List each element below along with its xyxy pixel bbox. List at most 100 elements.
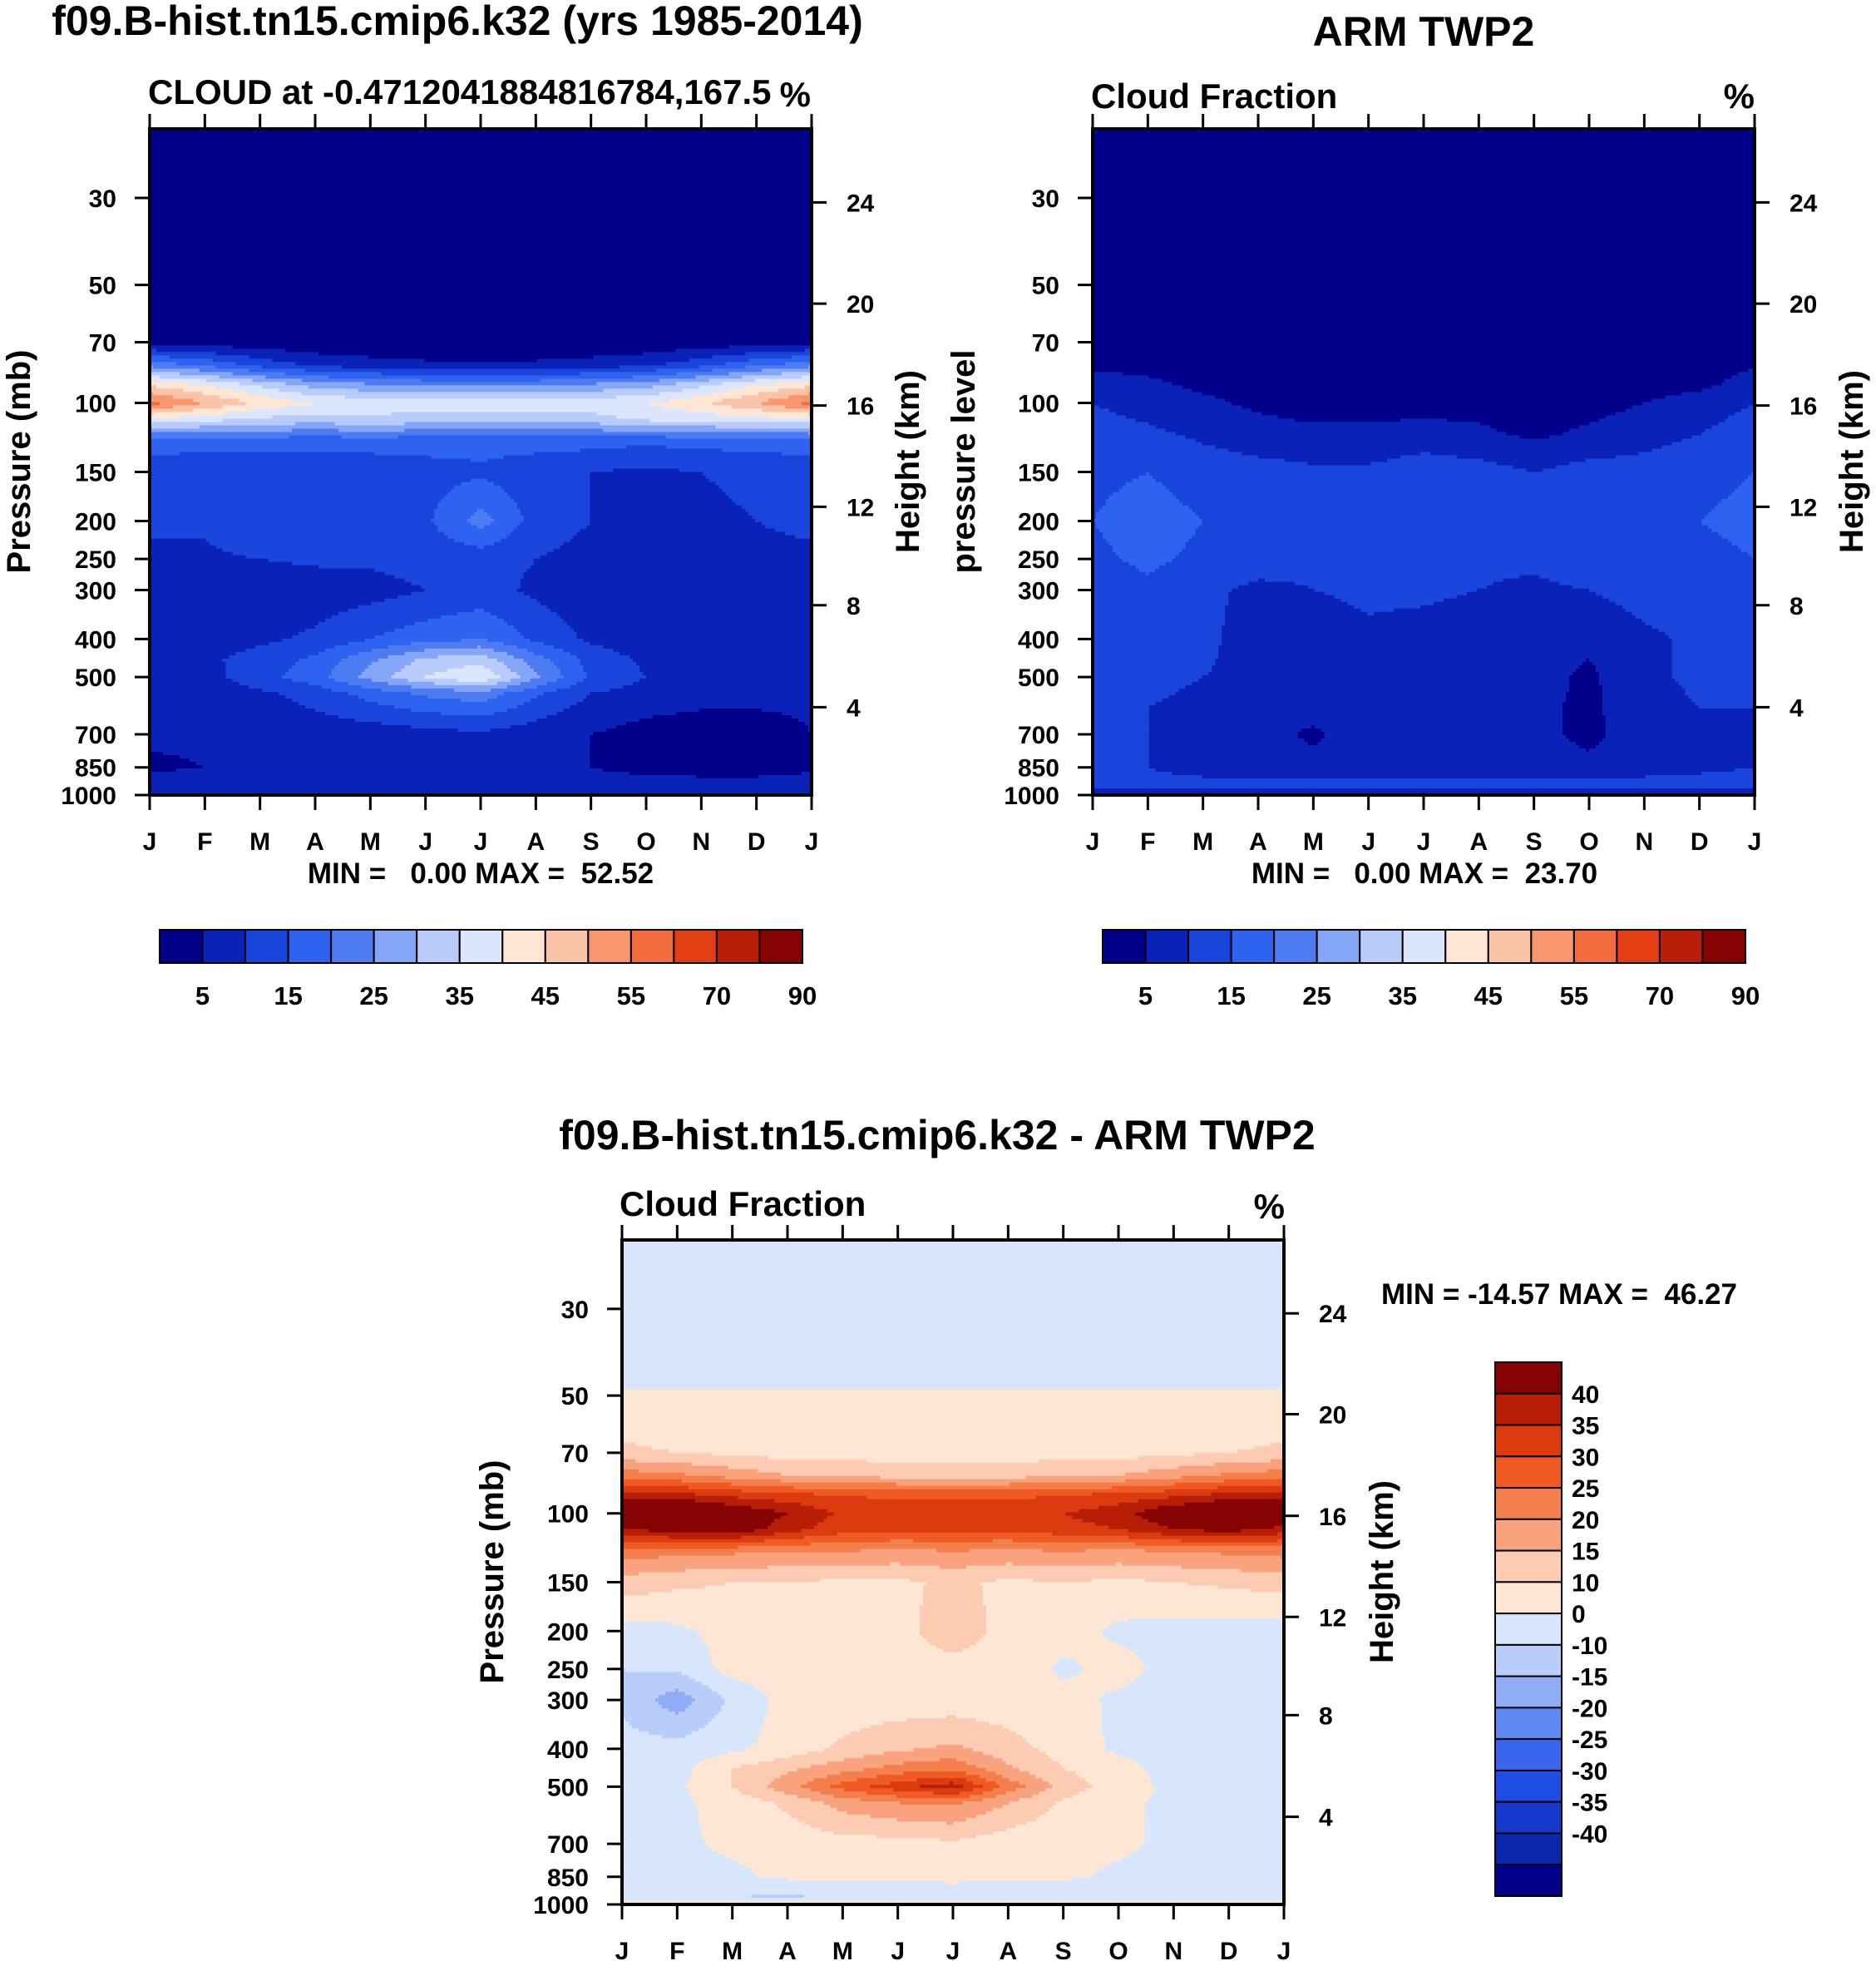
colorbar-swatch bbox=[458, 929, 504, 964]
y-tick-label-right: 12 bbox=[1790, 494, 1817, 521]
colorbar-swatch bbox=[1494, 1738, 1563, 1771]
x-tick-label: J bbox=[1361, 828, 1375, 856]
colorbar: 40 35 30 25 20 15 10 0 -10 -15 -20 -25 -30 -35 -40 bbox=[1494, 1361, 1607, 1898]
colorbar-label: 45 bbox=[531, 981, 560, 1010]
x-tick-label: M bbox=[1303, 828, 1324, 856]
y-tick-label: 700 bbox=[547, 1831, 589, 1859]
x-tick-label: J bbox=[474, 828, 488, 856]
colorbar-label: -35 bbox=[1572, 1790, 1607, 1817]
x-tick-label: D bbox=[1220, 1938, 1238, 1961]
colorbar-label: 0 bbox=[1572, 1601, 1586, 1628]
colorbar-label: -10 bbox=[1572, 1633, 1607, 1660]
colorbar-label: 90 bbox=[788, 981, 817, 1010]
y-tick-label: 50 bbox=[1032, 273, 1059, 300]
colorbar-swatch bbox=[758, 929, 804, 964]
y-tick-label: 30 bbox=[89, 185, 116, 213]
colorbar-label: 35 bbox=[445, 981, 473, 1010]
y-tick-label-right: 16 bbox=[1319, 1504, 1346, 1531]
y-tick-label-right: 4 bbox=[1319, 1805, 1333, 1832]
colorbar-swatch bbox=[1494, 1392, 1563, 1426]
y-tick-label-right: 20 bbox=[1319, 1402, 1346, 1430]
y-tick-label: 250 bbox=[75, 546, 116, 574]
colorbar-label: 55 bbox=[617, 981, 645, 1010]
contour-plot: J F M A M J J A S O N D J 30 50 70 100 150 200 250 300 400 500… bbox=[61, 114, 875, 856]
x-tick-label: N bbox=[1635, 828, 1653, 856]
y-tick-label: 1000 bbox=[1004, 783, 1059, 810]
y-tick-label: 500 bbox=[75, 664, 116, 692]
colorbar-label: 70 bbox=[703, 981, 731, 1010]
y-tick-label-right: 12 bbox=[1319, 1604, 1346, 1632]
y-tick-label-right: 16 bbox=[1790, 393, 1817, 421]
y-tick-label: 1000 bbox=[61, 783, 116, 810]
x-tick-label: F bbox=[197, 828, 212, 856]
x-tick-label: A bbox=[526, 828, 545, 856]
y-tick-label: 1000 bbox=[533, 1892, 589, 1919]
y-tick-label: 500 bbox=[547, 1774, 589, 1801]
colorbar-label: -15 bbox=[1572, 1664, 1607, 1692]
x-tick-label: O bbox=[636, 828, 655, 856]
x-tick-label: J bbox=[946, 1938, 960, 1961]
panel-subtitle: CLOUD at -0.4712041884816784,167.5 bbox=[148, 72, 772, 111]
colorbar-swatch bbox=[673, 929, 718, 964]
colorbar-swatch bbox=[1494, 1549, 1563, 1583]
colorbar-swatch bbox=[501, 929, 546, 964]
y-tick-label: 70 bbox=[561, 1440, 589, 1468]
colorbar-label: 10 bbox=[1572, 1569, 1599, 1597]
colorbar-swatch bbox=[1494, 1707, 1563, 1741]
y-tick-label: 150 bbox=[547, 1570, 589, 1598]
colorbar-swatch bbox=[1494, 1518, 1563, 1552]
x-tick-label: J bbox=[1417, 828, 1431, 856]
colorbar-label: 70 bbox=[1646, 981, 1674, 1010]
colorbar-swatch bbox=[1494, 1675, 1563, 1709]
contour-field bbox=[622, 1240, 1284, 1904]
y-tick-label-right: 4 bbox=[1790, 694, 1804, 722]
x-tick-label: S bbox=[1526, 828, 1543, 856]
y-tick-label: 150 bbox=[75, 460, 116, 487]
contour-plot: J F M A M J J A S O N D J 30 50 70 100 150 200 250 300 400 500… bbox=[533, 1225, 1347, 1961]
x-tick-label: M bbox=[722, 1938, 743, 1961]
y-tick-label: 300 bbox=[75, 577, 116, 605]
x-tick-label: A bbox=[778, 1938, 797, 1961]
colorbar-swatch bbox=[1658, 929, 1704, 964]
x-tick-label: D bbox=[1691, 828, 1709, 856]
y-tick-label-right: 20 bbox=[847, 291, 874, 319]
panel-title: f09.B-hist.tn15.cmip6.k32 - ARM TWP2 bbox=[559, 1112, 1315, 1158]
x-tick-label: M bbox=[1192, 828, 1213, 856]
panel-subtitle: Cloud Fraction bbox=[620, 1184, 866, 1223]
y-tick-label: 70 bbox=[1032, 330, 1059, 358]
colorbar-label: 35 bbox=[1388, 981, 1416, 1010]
colorbar-label: 15 bbox=[274, 981, 302, 1010]
x-tick-label: J bbox=[1277, 1938, 1291, 1961]
colorbar-swatch bbox=[544, 929, 590, 964]
y-tick-label: 50 bbox=[89, 273, 116, 300]
y-tick-label: 850 bbox=[547, 1865, 589, 1892]
y-tick-label-right: 8 bbox=[1790, 593, 1804, 620]
colorbar-swatch bbox=[1494, 1361, 1563, 1395]
y-tick-label: 100 bbox=[547, 1501, 589, 1529]
colorbar-swatch bbox=[1273, 929, 1318, 964]
y-tick-label: 500 bbox=[1018, 664, 1059, 692]
colorbar-swatch bbox=[287, 929, 333, 964]
colorbar-label: 25 bbox=[1572, 1475, 1599, 1503]
y-tick-label: 700 bbox=[1018, 722, 1059, 749]
y-tick-label-right: 20 bbox=[1790, 291, 1817, 319]
colorbar-swatch bbox=[1230, 929, 1276, 964]
colorbar-label: 5 bbox=[195, 981, 210, 1010]
contour-field bbox=[1093, 129, 1755, 795]
x-tick-label: O bbox=[1108, 1938, 1128, 1961]
colorbar-label: -30 bbox=[1572, 1758, 1607, 1786]
y-axis-label-right: Height (km) bbox=[1364, 1480, 1400, 1663]
colorbar-label: 90 bbox=[1731, 981, 1760, 1010]
x-tick-label: J bbox=[1086, 828, 1100, 856]
difference-panel: f09.B-hist.tn15.cmip6.k32 - ARM TWP2 Clo… bbox=[474, 1112, 1737, 1961]
colorbar-swatch bbox=[159, 929, 204, 964]
contour-field bbox=[150, 129, 812, 795]
y-tick-label: 200 bbox=[547, 1618, 589, 1646]
colorbar-swatch bbox=[1316, 929, 1361, 964]
contour-plot: J F M A M J J A S O N D J 30 50 70 100 150 200 250 300 400 500… bbox=[1004, 114, 1818, 856]
x-tick-label: O bbox=[1579, 828, 1598, 856]
y-tick-label: 400 bbox=[1018, 626, 1059, 654]
units-label: % bbox=[1254, 1187, 1285, 1226]
y-tick-label-right: 4 bbox=[847, 694, 861, 722]
colorbar-swatch bbox=[1359, 929, 1404, 964]
